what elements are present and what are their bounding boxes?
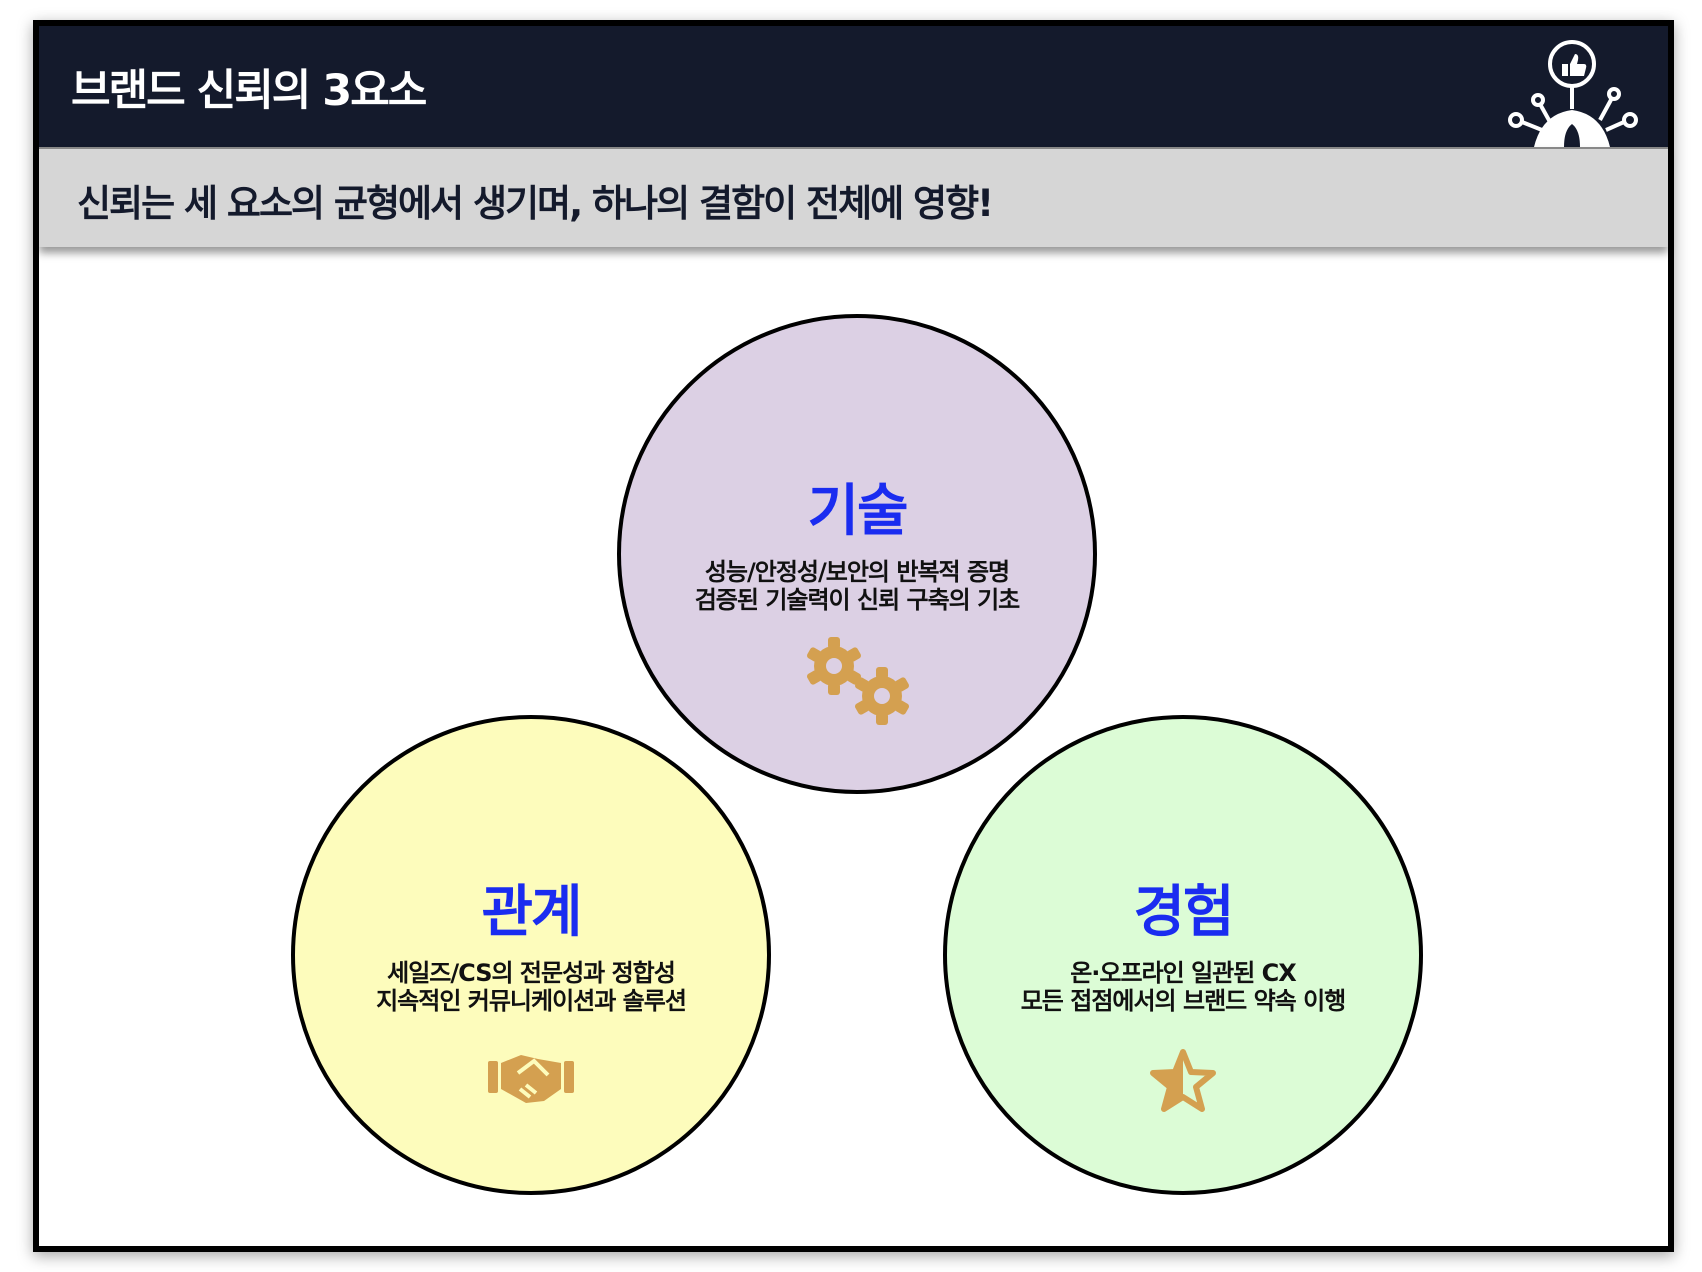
description-line: 검증된 기술력이 신뢰 구축의 기초 bbox=[694, 586, 1021, 614]
page-title: 브랜드 신뢰의 3요소 bbox=[71, 66, 427, 116]
circle-title: 관계 bbox=[481, 880, 582, 945]
slide: 브랜드 신뢰의 3요소 신뢰는 세 요소의 균형에서 생기며, 하나의 결함이 … bbox=[33, 20, 1674, 1252]
description-line: 온·오프라인 일관된 CX bbox=[1070, 959, 1297, 987]
description-line: 지속적인 커뮤니케이션과 솔루션 bbox=[376, 987, 687, 1015]
description-line: 성능/안정성/보안의 반복적 증명 bbox=[704, 558, 1010, 586]
description-line: 세일즈/CS의 전문성과 정합성 bbox=[387, 959, 676, 987]
circle-description: 세일즈/CS의 전문성과 정합성 지속적인 커뮤니케이션과 솔루션 bbox=[295, 959, 767, 1015]
circle-title: 경험 bbox=[1133, 880, 1234, 945]
circle-description: 온·오프라인 일관된 CX 모든 접점에서의 브랜드 약속 이행 bbox=[947, 959, 1419, 1015]
star-icon bbox=[1150, 1049, 1216, 1112]
circle-technology: 기술 성능/안정성/보안의 반복적 증명 검증된 기술력이 신뢰 구축의 기초 bbox=[617, 314, 1097, 794]
circle-title: 기술 bbox=[807, 479, 908, 544]
subtitle: 신뢰는 세 요소의 균형에서 생기며, 하나의 결함이 전체에 영향! bbox=[77, 182, 994, 225]
subtitle-band: 신뢰는 세 요소의 균형에서 생기며, 하나의 결함이 전체에 영향! bbox=[39, 147, 1668, 247]
header: 브랜드 신뢰의 3요소 bbox=[39, 26, 1668, 147]
handshake-icon bbox=[488, 1055, 574, 1103]
circle-description: 성능/안정성/보안의 반복적 증명 검증된 기술력이 신뢰 구축의 기초 bbox=[621, 558, 1093, 614]
circle-relationship: 관계 세일즈/CS의 전문성과 정합성 지속적인 커뮤니케이션과 솔루션 bbox=[291, 715, 771, 1195]
thumbs-up-network-icon bbox=[1508, 40, 1638, 147]
description-line: 모든 접점에서의 브랜드 약속 이행 bbox=[1020, 987, 1347, 1015]
gears-icon bbox=[805, 637, 911, 725]
circle-experience: 경험 온·오프라인 일관된 CX 모든 접점에서의 브랜드 약속 이행 bbox=[943, 715, 1423, 1195]
